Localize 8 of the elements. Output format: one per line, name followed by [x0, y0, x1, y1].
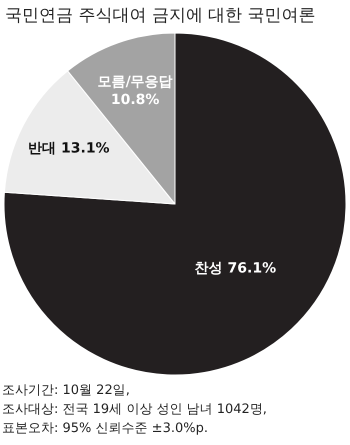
- text: 조사기간: 10월 22일,: [2, 383, 130, 398]
- text: 표본오차: 95% 신뢰수준 ±3.0%p.: [2, 421, 208, 436]
- slice-label: 모름/무응답: [98, 74, 173, 90]
- chart-title: 국민연금 주식대여 금지에 대한 국민여론: [5, 6, 316, 26]
- slice-label: 찬성 76.1%: [194, 260, 276, 277]
- data-label: 10.8%: [110, 92, 160, 108]
- slice-label: 반대 13.1%: [28, 140, 110, 157]
- text: 조사대상: 전국 19세 이상 성인 남녀 1042명,: [2, 402, 267, 417]
